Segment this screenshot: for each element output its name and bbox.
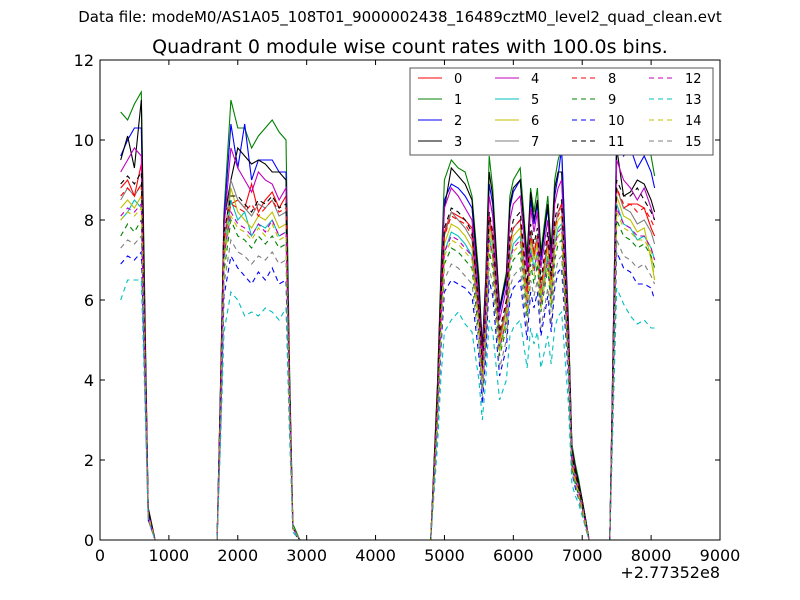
x-tick-label: 8000 bbox=[631, 546, 672, 565]
y-tick-label: 0 bbox=[84, 531, 94, 550]
legend-label-0: 0 bbox=[454, 72, 462, 87]
series-line-6 bbox=[120, 187, 656, 541]
legend-label-4: 4 bbox=[531, 72, 539, 87]
series-line-0 bbox=[120, 163, 656, 541]
y-tick-label: 6 bbox=[84, 291, 94, 310]
legend-label-14: 14 bbox=[685, 114, 702, 129]
legend-label-13: 13 bbox=[685, 93, 702, 108]
legend-label-11: 11 bbox=[608, 135, 625, 150]
x-tick-label: 9000 bbox=[700, 546, 741, 565]
x-tick-label: 0 bbox=[95, 546, 105, 565]
x-offset-label: +2.77352e8 bbox=[620, 563, 720, 582]
legend-label-9: 9 bbox=[608, 93, 616, 108]
series-layer bbox=[120, 89, 656, 541]
series-line-13 bbox=[120, 279, 655, 541]
chart-title: Quadrant 0 module wise count rates with … bbox=[152, 36, 668, 58]
series-line-12 bbox=[120, 202, 656, 541]
series-line-5 bbox=[120, 199, 656, 541]
x-tick-label: 5000 bbox=[424, 546, 465, 565]
series-line-14 bbox=[120, 206, 656, 541]
legend-label-12: 12 bbox=[685, 72, 702, 87]
y-tick-label: 4 bbox=[84, 371, 94, 390]
y-tick-label: 12 bbox=[74, 51, 94, 70]
series-line-10 bbox=[120, 250, 656, 541]
series-line-15 bbox=[120, 234, 656, 541]
legend-label-8: 8 bbox=[608, 72, 616, 87]
x-tick-label: 3000 bbox=[286, 546, 327, 565]
legend-label-15: 15 bbox=[685, 135, 702, 150]
series-line-9 bbox=[120, 217, 656, 541]
y-tick-label: 8 bbox=[84, 211, 94, 230]
data-file-label: Data file: modeM0/AS1A05_108T01_90000024… bbox=[78, 8, 722, 26]
legend-label-1: 1 bbox=[454, 93, 462, 108]
x-tick-label: 4000 bbox=[355, 546, 396, 565]
y-tick-label: 10 bbox=[74, 131, 94, 150]
legend-label-7: 7 bbox=[531, 135, 539, 150]
x-tick-label: 6000 bbox=[493, 546, 534, 565]
series-line-11 bbox=[120, 170, 656, 541]
x-tick-label: 2000 bbox=[217, 546, 258, 565]
y-tick-label: 2 bbox=[84, 451, 94, 470]
legend-label-6: 6 bbox=[531, 114, 539, 129]
x-tick-label: 7000 bbox=[562, 546, 603, 565]
legend-label-10: 10 bbox=[608, 114, 625, 129]
x-tick-label: 1000 bbox=[149, 546, 190, 565]
legend-label-2: 2 bbox=[454, 114, 462, 129]
legend-label-5: 5 bbox=[531, 93, 539, 108]
ticks-layer: 0 1000 2000 3000 4000 5000 6000 7000 8000 9000 0 2 4… bbox=[74, 51, 741, 565]
legend-label-3: 3 bbox=[454, 135, 462, 150]
